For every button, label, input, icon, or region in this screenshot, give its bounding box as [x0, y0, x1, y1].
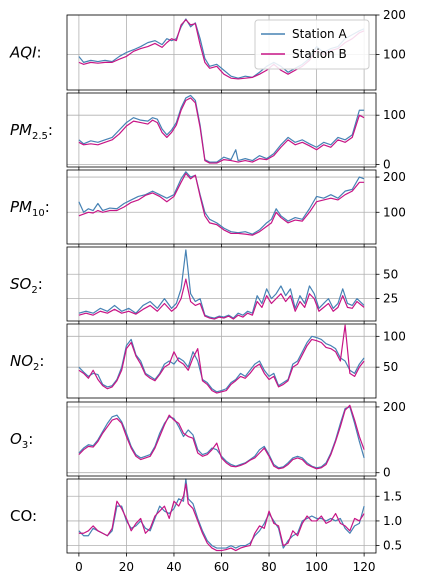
panel-pm10: 100 200 PM10:	[10, 169, 406, 248]
series-line-station-a	[78, 335, 365, 393]
row-label-co: CO:	[10, 507, 37, 525]
y-tick-label: 50	[383, 360, 398, 374]
x-tick-label: 20	[119, 560, 134, 574]
row-label-o3: O3:	[10, 430, 33, 451]
panel-o3: 0 200 O3:	[10, 400, 406, 480]
series-line-station-b	[78, 97, 365, 164]
y-tick-label: 200	[383, 8, 406, 22]
row-label-no2: NO2:	[10, 352, 44, 373]
row-label-aqi: AQI:	[9, 44, 42, 62]
y-tick-label: 100	[383, 47, 406, 61]
y-tick-label: 0.5	[383, 539, 402, 553]
x-tick-label: 0	[75, 560, 83, 574]
row-label-so2: SO2:	[10, 275, 43, 296]
x-tick-label: 40	[166, 560, 181, 574]
series-line-station-a	[78, 94, 365, 163]
panel-no2: 50 100 NO2:	[10, 323, 406, 402]
series-line-station-b	[78, 404, 365, 470]
series-line-station-b	[78, 172, 365, 236]
x-tick-label: 80	[261, 560, 276, 574]
y-tick-label: 100	[383, 329, 406, 343]
y-tick-label: 100	[383, 108, 406, 122]
x-tick-label: 60	[214, 560, 229, 574]
y-tick-label: 200	[383, 170, 406, 184]
panel-so2: 25 50 SO2:	[10, 246, 398, 325]
series-line-station-a	[78, 171, 365, 235]
panel-co: 0.5 1.0 1.5 CO:	[10, 478, 402, 557]
y-tick-label: 1.0	[383, 514, 402, 528]
legend-box	[254, 19, 370, 70]
y-tick-label: 0	[383, 158, 391, 172]
series-line-station-a	[78, 249, 365, 319]
x-tick-label: 120	[353, 560, 376, 574]
row-label-pm10: PM10:	[10, 198, 50, 219]
legend-label-station-b: Station B	[292, 47, 347, 61]
x-tick-label: 100	[305, 560, 328, 574]
series-line-station-b	[78, 278, 365, 320]
row-label-pm2-5: PM2.5:	[10, 121, 53, 142]
series-line-station-b	[78, 324, 365, 394]
panel-pm2-5: 0 100 PM2.5:	[10, 92, 406, 172]
legend-label-station-a: Station A	[292, 27, 347, 41]
y-tick-label: 0	[383, 466, 391, 480]
series-line-station-b	[78, 483, 365, 552]
y-tick-label: 25	[383, 292, 398, 306]
y-tick-label: 1.5	[383, 489, 402, 503]
y-tick-label: 200	[383, 400, 406, 414]
y-tick-label: 100	[383, 205, 406, 219]
y-tick-label: 50	[383, 267, 398, 281]
legend: Station A Station B	[254, 19, 370, 70]
